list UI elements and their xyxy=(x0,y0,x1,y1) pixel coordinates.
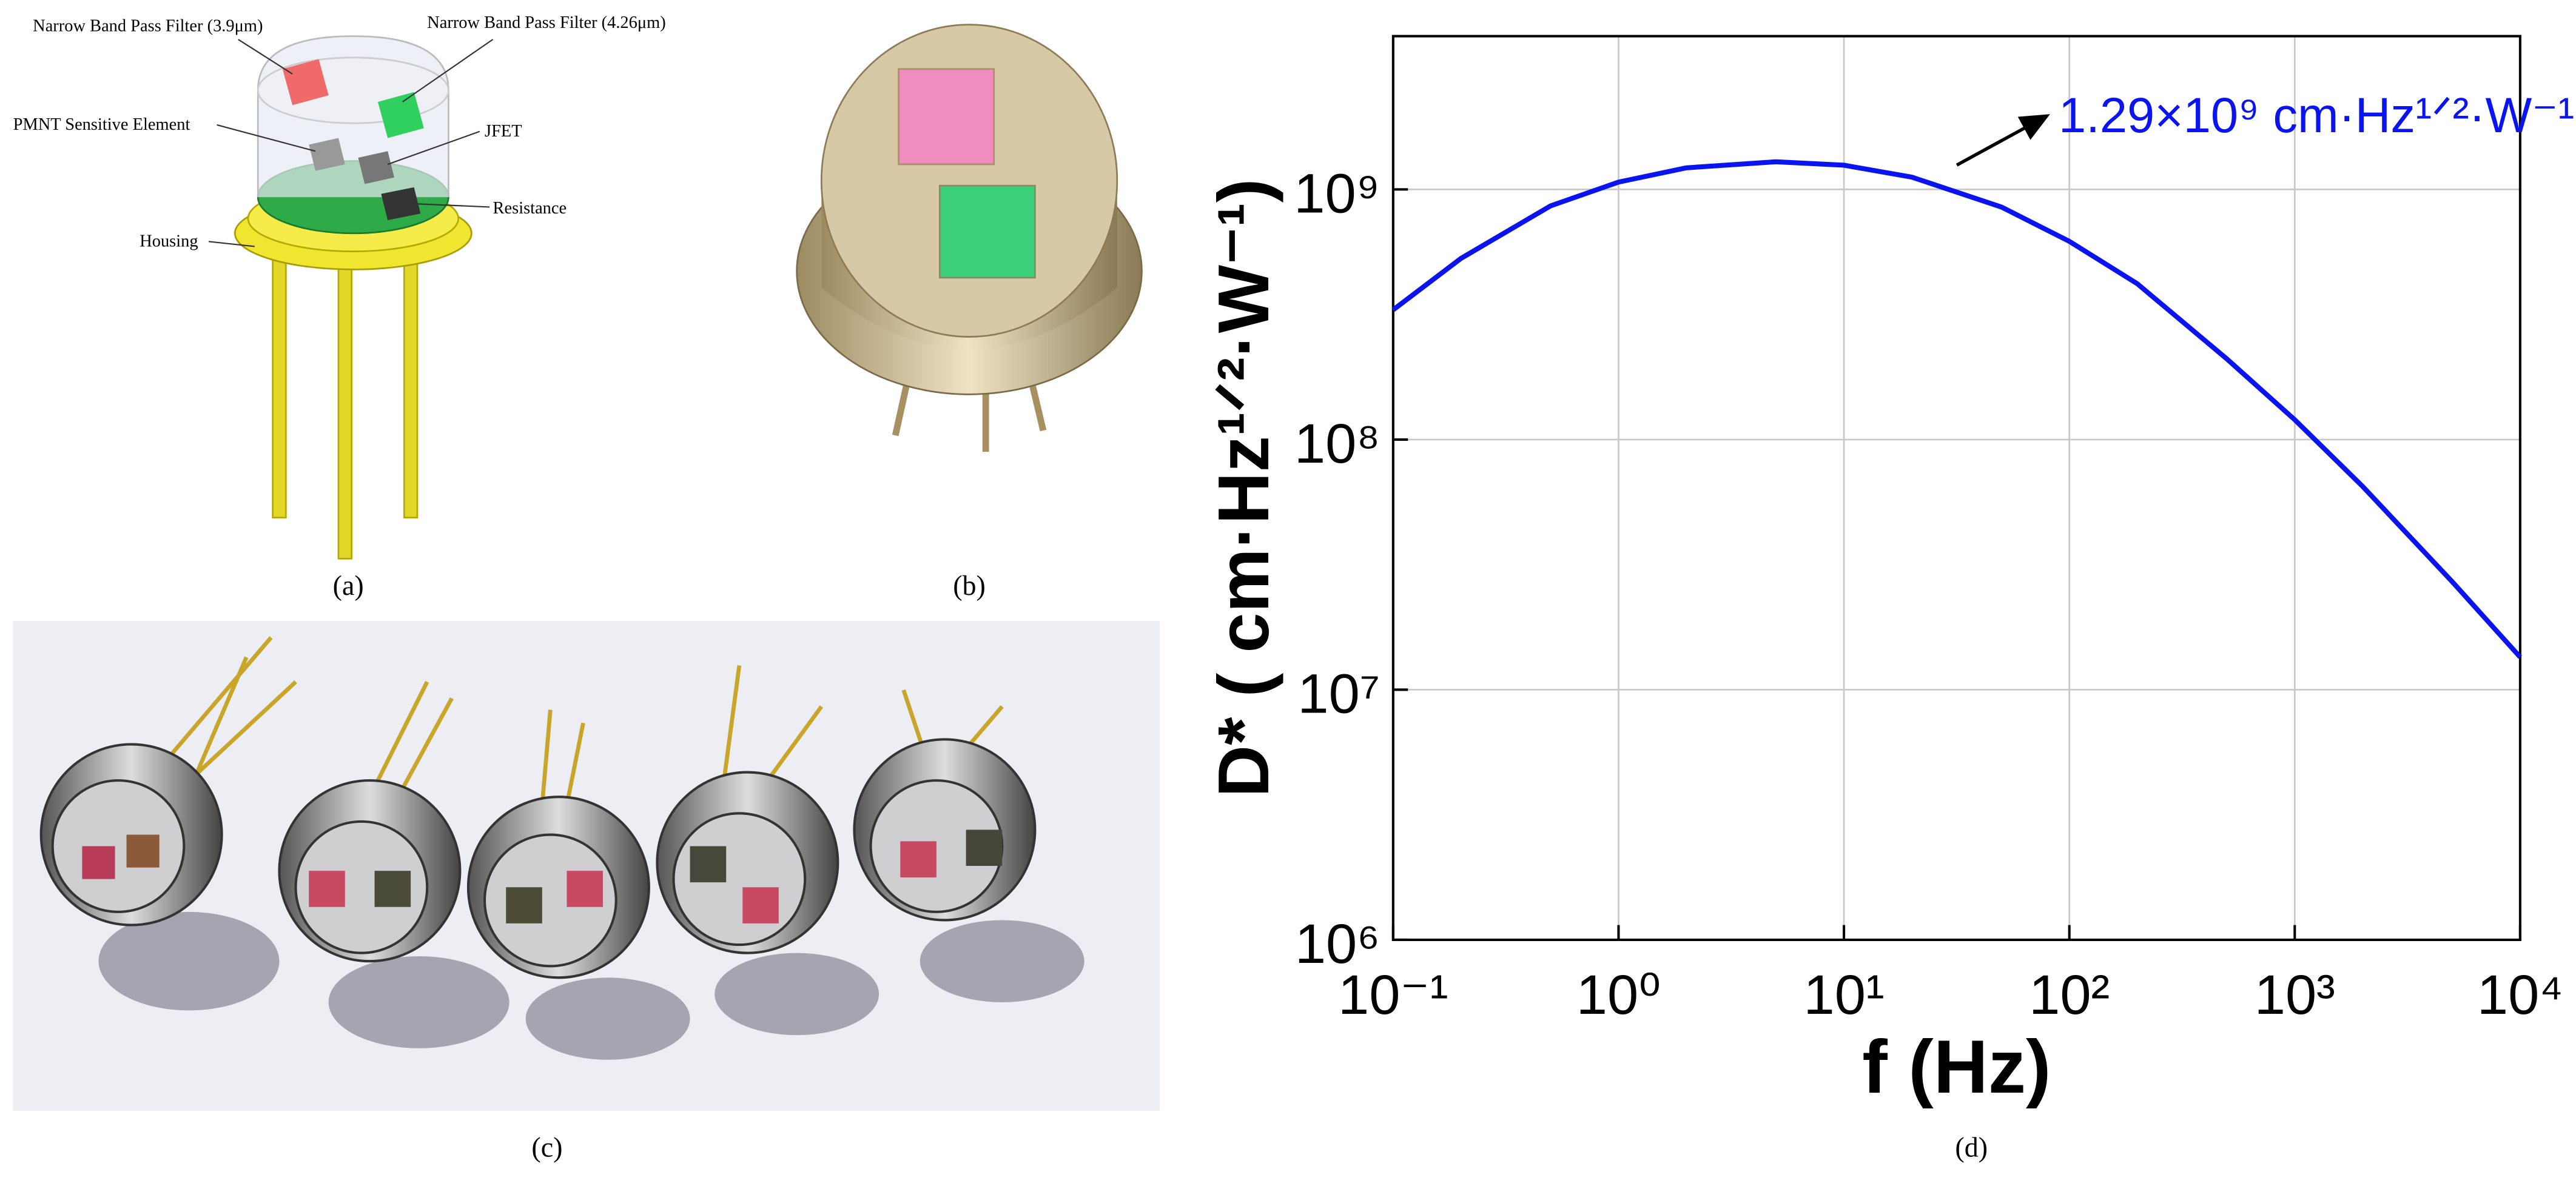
panel-label: (b) xyxy=(953,570,986,601)
y-axis-title: D* ( cm·Hz¹ᐟ²·W⁻¹) xyxy=(1203,179,1284,798)
panel-b: (b) xyxy=(796,24,1143,601)
panel-a: Narrow Band Pass Filter (3.9μm) Narrow B… xyxy=(13,13,666,601)
panel-label: (a) xyxy=(333,570,364,601)
x-tick-label: 10⁴ xyxy=(2477,963,2563,1026)
callout-label: Narrow Band Pass Filter (4.26μm) xyxy=(427,13,665,32)
y-tick-label: 10⁹ xyxy=(1294,162,1380,224)
y-tick-label: 10⁸ xyxy=(1294,412,1380,475)
x-tick-label: 10³ xyxy=(2255,963,2335,1026)
x-tick-label: 10⁻¹ xyxy=(1338,963,1448,1026)
callout-label: Housing xyxy=(140,232,198,250)
panel-label: (d) xyxy=(1955,1132,1988,1163)
x-tick-label: 10¹ xyxy=(1804,963,1885,1026)
x-axis-title: f (Hz) xyxy=(1862,1025,2051,1109)
x-tick-label: 10² xyxy=(2029,963,2110,1026)
y-tick-label: 10⁶ xyxy=(1295,913,1380,975)
sensor-diagram xyxy=(208,35,494,560)
x-tick-label: 10⁰ xyxy=(1576,963,1661,1026)
plot-frame xyxy=(1391,35,2521,941)
callout-label: Narrow Band Pass Filter (3.9μm) xyxy=(33,16,263,35)
y-tick-label: 10⁷ xyxy=(1297,662,1380,725)
data-line xyxy=(1391,159,2522,659)
panel-label: (c) xyxy=(531,1132,562,1163)
callout-label: Resistance xyxy=(493,199,567,218)
plot-background xyxy=(1393,36,2520,940)
annotation-arrow xyxy=(1956,114,2050,167)
callout-label: PMNT Sensitive Element xyxy=(13,115,190,134)
panel-d: (d) 10⁻¹ 10⁰ 10¹ 10² 10³ 10⁴ 10⁶ 10⁷ 10⁸ 10⁹ 1.29×… xyxy=(1203,35,2574,1163)
callout-label: JFET xyxy=(485,122,522,141)
panel-c: (c) xyxy=(13,621,1160,1163)
annotation: 1.29×10⁹ cm·Hz¹ᐟ²·W⁻¹ xyxy=(2059,88,2574,143)
